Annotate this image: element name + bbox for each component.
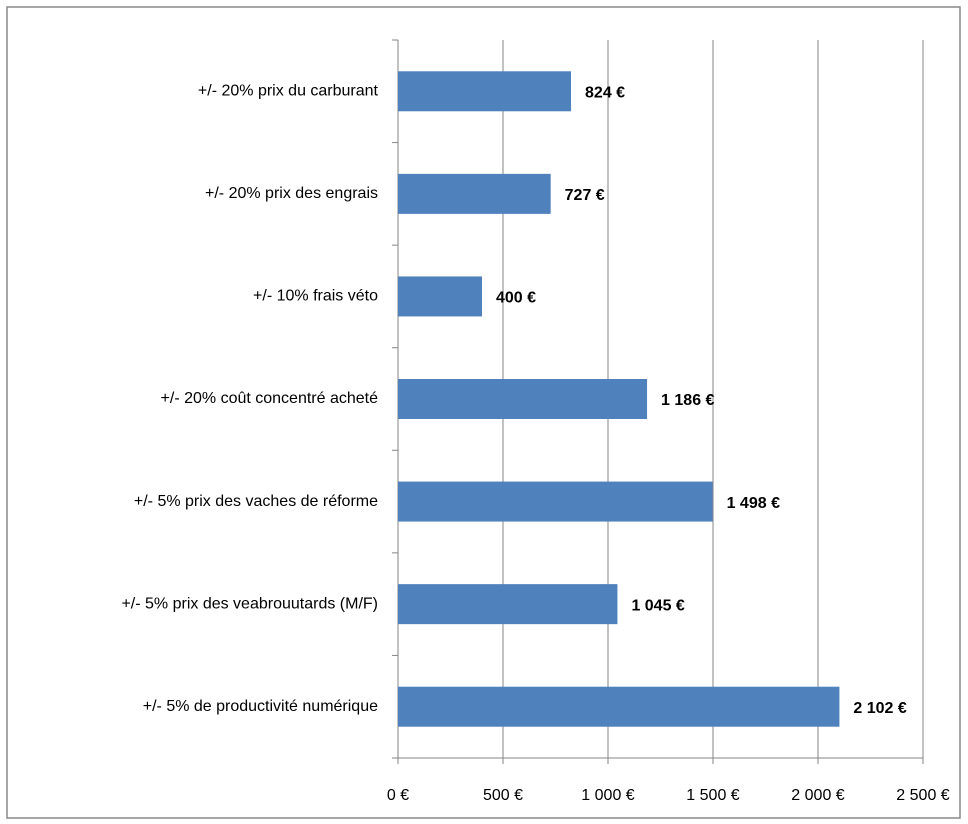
- value-label: 727 €: [565, 187, 605, 204]
- value-label: 1 498 €: [727, 495, 780, 512]
- y-tick-label: +/- 5% prix des vaches de réforme: [134, 493, 378, 510]
- value-label: 400 €: [496, 290, 536, 307]
- bar: [398, 584, 618, 625]
- y-tick-label: +/- 5% prix des veabrouutards (M/F): [121, 595, 378, 612]
- y-tick-label: +/- 20% prix des engrais: [205, 185, 378, 202]
- value-label: 2 102 €: [853, 700, 906, 717]
- bar: [398, 379, 648, 419]
- x-tick-label: 0 €: [387, 787, 409, 804]
- y-tick-label: +/- 10% frais véto: [253, 288, 378, 305]
- y-tick-label: +/- 20% coût concentré acheté: [161, 390, 379, 407]
- value-label: 1 186 €: [661, 392, 714, 409]
- x-tick-label: 2 000 €: [791, 787, 844, 804]
- x-tick-label: 1 000 €: [581, 787, 634, 804]
- x-tick-label: 2 500 €: [896, 787, 949, 804]
- bar: [398, 276, 482, 317]
- bar: [398, 686, 840, 727]
- x-tick-label: 1 500 €: [686, 787, 739, 804]
- bar: [398, 71, 572, 112]
- bar: [398, 173, 551, 214]
- value-label: 824 €: [585, 85, 625, 102]
- y-tick-label: +/- 20% prix du carburant: [198, 83, 379, 100]
- bar: [398, 481, 713, 522]
- y-tick-label: +/- 5% de productivité numérique: [143, 698, 378, 715]
- value-label: 1 045 €: [631, 597, 684, 614]
- x-tick-label: 500 €: [483, 787, 523, 804]
